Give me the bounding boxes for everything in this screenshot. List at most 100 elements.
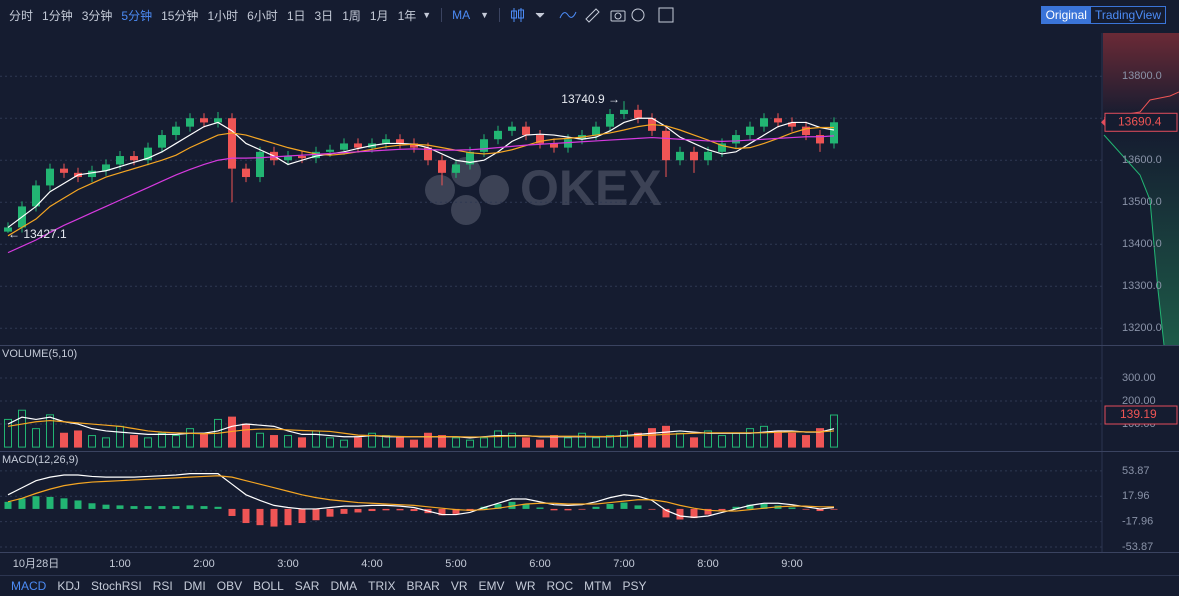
indicator-tab[interactable]: StochRSI [91, 578, 142, 593]
candle [550, 138, 558, 153]
macd-bar [578, 508, 586, 510]
y-tick-label: 13300.0 [1122, 280, 1162, 292]
candle-body [242, 168, 250, 178]
macd-bar [760, 503, 768, 509]
candle-body [312, 151, 320, 159]
indicator-tab[interactable]: RSI [152, 578, 173, 593]
macd-bar [46, 496, 54, 509]
interval-button[interactable]: 6小时 [247, 8, 278, 23]
candle [284, 150, 292, 166]
candle-body [424, 147, 432, 161]
indicator-line [7, 135, 835, 254]
indicator-button[interactable]: MA [452, 8, 471, 22]
candle [536, 130, 544, 149]
x-tick-label: 8:00 [697, 558, 718, 570]
interval-button[interactable]: 3日 [314, 8, 334, 23]
macd-bar [536, 507, 544, 509]
interval-button[interactable]: 1年 [397, 8, 417, 23]
dropdown-caret[interactable] [535, 12, 545, 18]
candle [438, 155, 446, 186]
candle-body [760, 118, 768, 127]
indicator-tab[interactable]: DMI [183, 578, 206, 593]
interval-button[interactable]: 15分钟 [161, 8, 199, 23]
interval-button[interactable]: 1周 [342, 8, 361, 23]
indicator-tab[interactable]: DMA [330, 578, 358, 593]
indicator-tab[interactable]: OBV [216, 578, 243, 593]
interval-button[interactable]: 分时 [9, 8, 34, 23]
volume-bar [564, 437, 572, 448]
candle [480, 134, 488, 157]
volume-bar [130, 435, 138, 448]
candle-body [382, 139, 390, 144]
candle-icon[interactable] [511, 8, 525, 22]
macd-bar [368, 508, 376, 512]
interval-button[interactable]: 1分钟 [42, 8, 73, 23]
macd-bar [102, 504, 110, 509]
volume-bar [788, 432, 796, 448]
volume-bar [354, 437, 362, 448]
candle-body [480, 139, 488, 152]
indicator-tab[interactable]: TRIX [368, 578, 396, 593]
line-icon[interactable] [559, 11, 577, 19]
candle [508, 121, 516, 136]
y-tick-label: 17.96 [1122, 490, 1150, 502]
indicator-tab[interactable]: PSY [622, 578, 647, 593]
macd-bar [592, 506, 600, 509]
indicator-tab[interactable]: ROC [546, 578, 574, 593]
interval-button[interactable]: 5分钟 [121, 8, 153, 23]
candle [354, 138, 362, 153]
y-tick-label: 300.00 [1122, 372, 1156, 384]
volume-bar [578, 432, 586, 448]
settings-icon[interactable] [631, 8, 645, 22]
macd-bar [4, 501, 12, 509]
volume-bar [312, 430, 320, 448]
interval-button[interactable]: 1月 [369, 8, 389, 23]
candle-body [550, 143, 558, 148]
macd-bar [634, 505, 642, 509]
volume-bar [410, 439, 418, 448]
candle [4, 222, 12, 233]
indicator-tab[interactable]: MTM [584, 578, 612, 593]
interval-button[interactable]: 3分钟 [81, 8, 113, 23]
view-button[interactable]: Original [1041, 7, 1091, 23]
candle-body [410, 143, 418, 148]
dropdown-caret[interactable]: ▼ [480, 10, 490, 20]
interval-button[interactable]: 1日 [286, 8, 306, 23]
indicator-tab[interactable]: MACD [11, 578, 47, 593]
macd-bar [298, 508, 306, 524]
candle-body [522, 126, 530, 136]
volume-bar [116, 425, 124, 448]
macd-bar [816, 508, 824, 512]
indicator-tab[interactable]: BRAR [406, 578, 440, 593]
volume-bar [494, 430, 502, 448]
annotation: ← 13427.1 [8, 227, 67, 241]
candle-body [508, 126, 516, 131]
indicator-tab[interactable]: EMV [478, 578, 505, 593]
annotation: 13740.9 → [561, 92, 620, 106]
ruler-icon[interactable] [585, 8, 600, 23]
candle [424, 142, 432, 166]
macd-bar [746, 504, 754, 509]
indicator-tab[interactable]: BOLL [253, 578, 284, 593]
view-button[interactable]: TradingView [1094, 8, 1161, 22]
indicator-tab[interactable]: KDJ [57, 578, 81, 593]
x-tick-label: 9:00 [781, 558, 802, 570]
volume-bar [620, 430, 628, 448]
dropdown-caret[interactable]: ▼ [422, 10, 432, 20]
candle [816, 130, 824, 152]
macd-bar [74, 500, 82, 509]
candle [200, 113, 208, 128]
indicator-tab[interactable]: SAR [294, 578, 320, 593]
volume-bar [186, 428, 194, 448]
indicator-tab[interactable]: VR [450, 578, 468, 593]
candle-body [732, 135, 740, 144]
interval-button[interactable]: 1小时 [207, 8, 239, 23]
volume-bar [284, 435, 292, 448]
macd-bar [284, 508, 292, 526]
volume-bar [242, 423, 250, 448]
macd-bar [228, 508, 236, 516]
fullscreen-icon[interactable] [658, 7, 674, 23]
panel-title: MACD(12,26,9) [2, 454, 78, 466]
indicator-tab[interactable]: WR [515, 578, 536, 593]
camera-icon[interactable] [610, 10, 626, 22]
